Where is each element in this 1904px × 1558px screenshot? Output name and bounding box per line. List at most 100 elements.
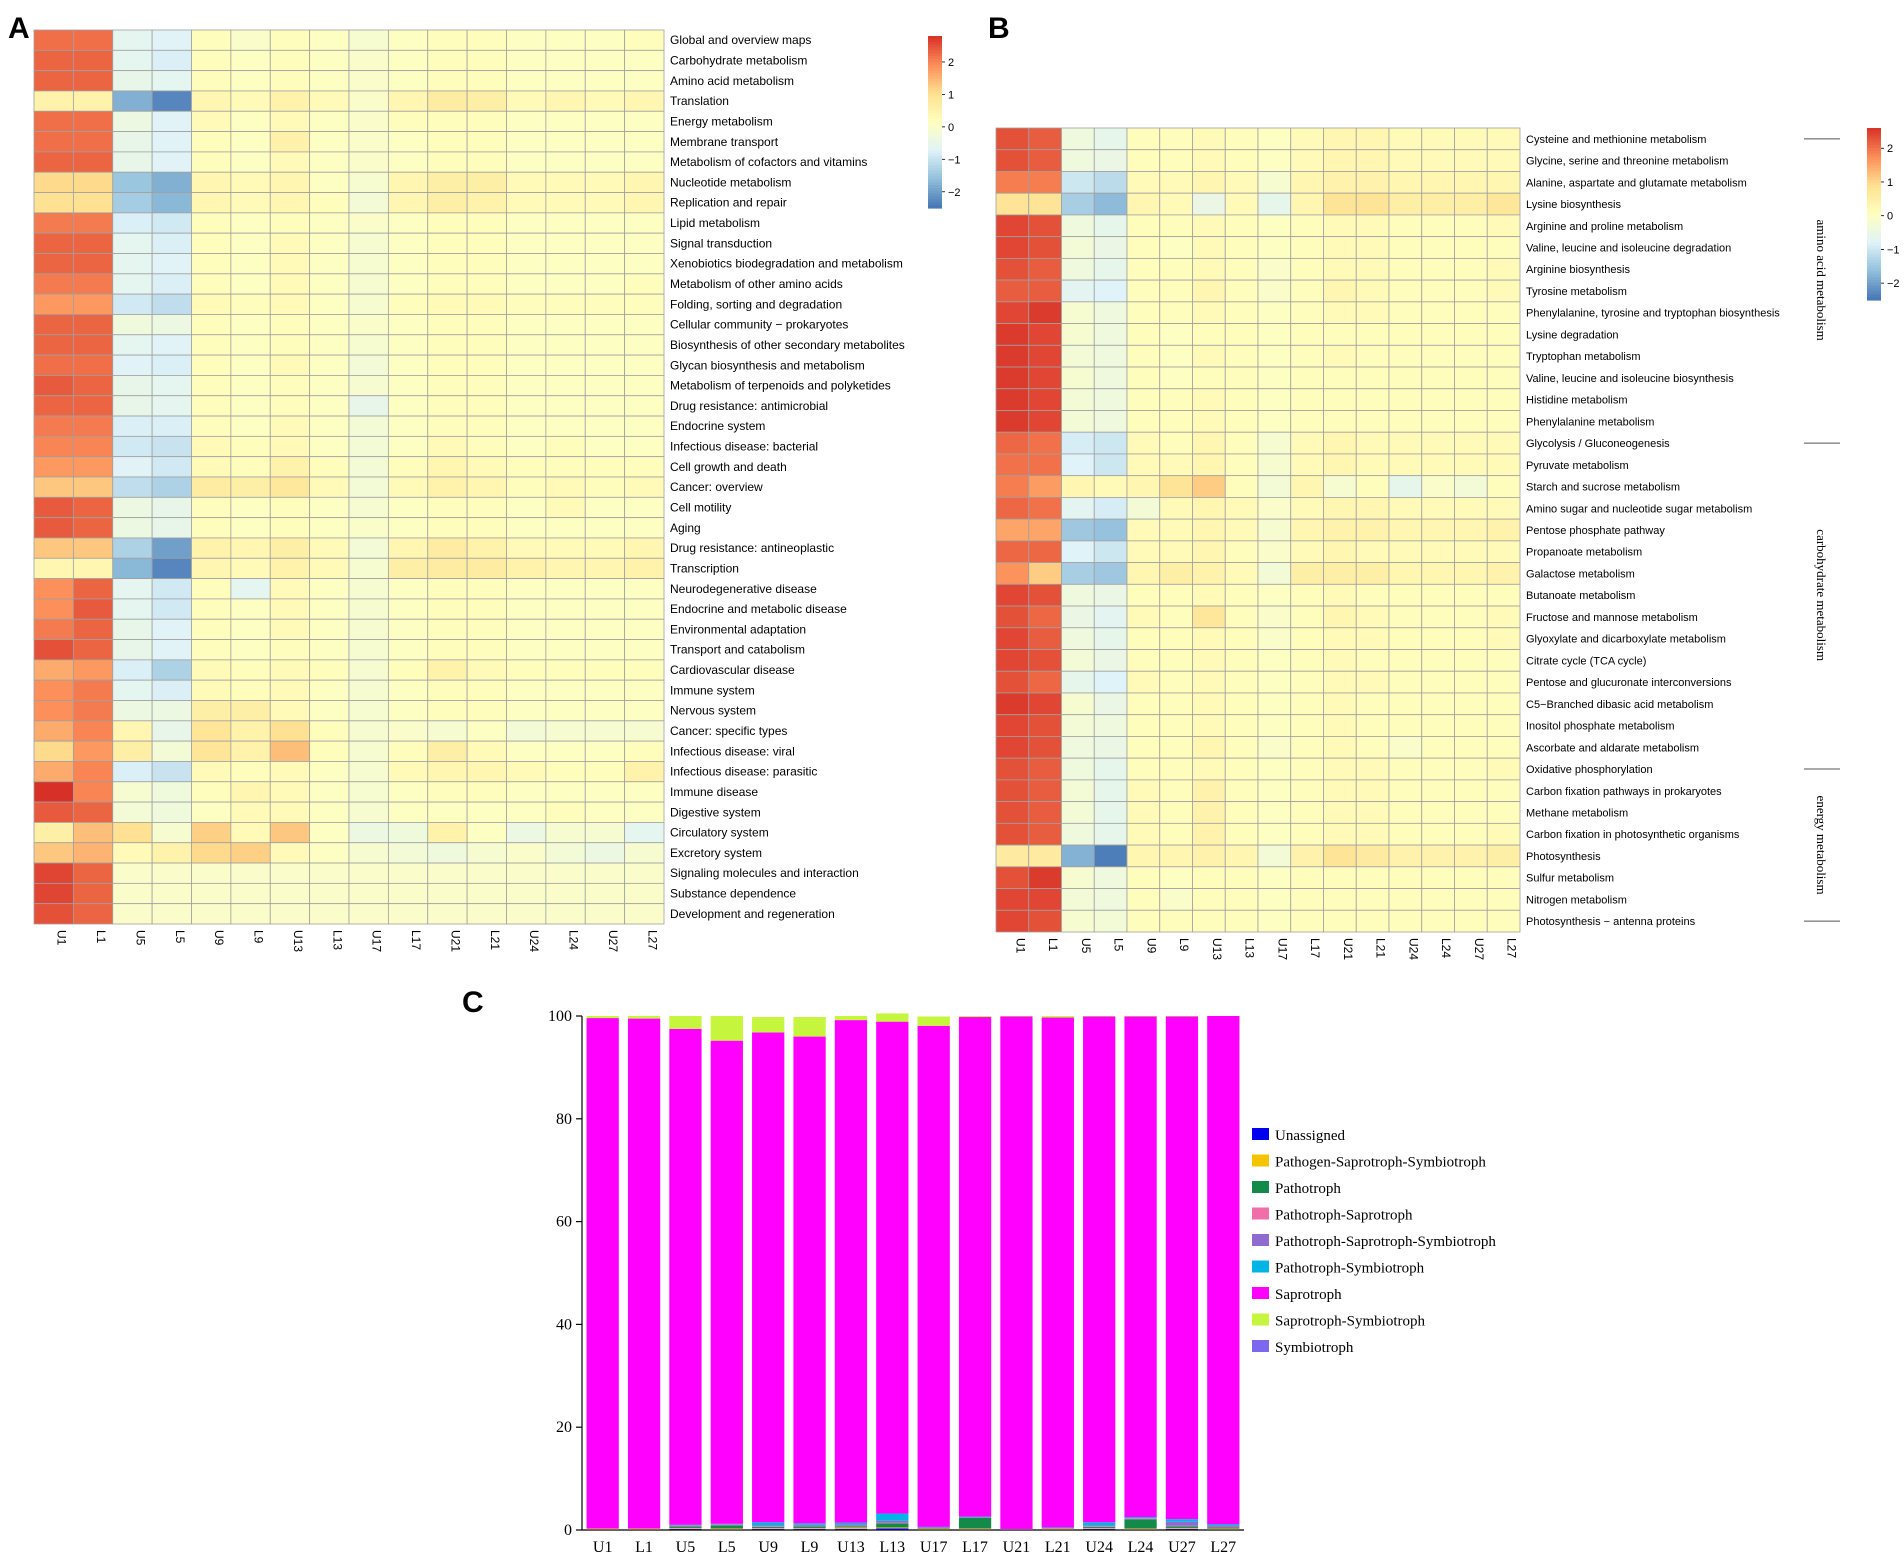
heatmap-a-cell (506, 781, 547, 803)
heatmap-a-colorbar-segment (928, 107, 942, 112)
heatmap-a-cell (151, 151, 192, 173)
heatmap-b-cell (1257, 822, 1292, 846)
heatmap-b-cell (1388, 388, 1423, 411)
heatmap-a-cell (584, 29, 626, 51)
heatmap-b-cell (1454, 844, 1488, 868)
heatmap-b-cell (1192, 692, 1226, 716)
heatmap-b-cell (1355, 518, 1390, 542)
heatmap-b-cell (1061, 518, 1095, 542)
heatmap-a-cell (230, 578, 271, 600)
heatmap-b-cell (1355, 714, 1390, 737)
heatmap-a-cell (309, 354, 350, 376)
heatmap-b-cell (1323, 279, 1357, 303)
heatmap-a-row-label: Signaling molecules and interaction (670, 866, 859, 880)
bar-segment (876, 1013, 909, 1022)
heatmap-b-cell (1355, 171, 1390, 194)
heatmap-b-colorbar-segment (1867, 274, 1881, 278)
heatmap-b-cell (1355, 236, 1390, 259)
bar-segment (669, 1526, 702, 1528)
heatmap-a-row-label: Excretory system (670, 846, 762, 860)
heatmap-a-row-label: Digestive system (670, 805, 761, 819)
heatmap-b-cell (1388, 257, 1423, 281)
heatmap-a-cell (466, 801, 507, 823)
heatmap-b-cell (1126, 518, 1161, 542)
heatmap-a-cell (506, 456, 547, 478)
heatmap-b-cell (1486, 475, 1521, 498)
heatmap-a-cell (466, 29, 507, 51)
heatmap-a-cell (309, 903, 350, 925)
heatmap-b-cell (1028, 453, 1062, 477)
heatmap-a-colorbar-segment (928, 196, 942, 200)
heatmap-a-cell (309, 618, 350, 640)
heatmap-b-cell (1454, 583, 1488, 607)
heatmap-b-cell (1224, 801, 1259, 824)
heatmap-a-cell (191, 29, 232, 51)
bar-segment (1041, 1527, 1074, 1528)
heatmap-a-cell (309, 496, 350, 519)
heatmap-a-cell (72, 415, 114, 437)
heatmap-a-cell (624, 232, 665, 254)
heatmap-b-row-label: Ascorbate and aldarate metabolism (1526, 742, 1699, 754)
heatmap-b-cell (1486, 366, 1521, 390)
heatmap-b-cell (1355, 649, 1390, 672)
bar-segment (752, 1017, 785, 1033)
heatmap-a-cell (624, 375, 665, 397)
heatmap-a-cell (269, 801, 311, 823)
heatmap-a-cell (387, 212, 429, 234)
heatmap-a-cell (584, 679, 626, 701)
bar-segment (710, 1523, 743, 1525)
heatmap-b-cell (1061, 257, 1095, 281)
heatmap-b-cell (1224, 888, 1259, 911)
heatmap-a-cell (427, 415, 468, 437)
heatmap-b-cell (1224, 822, 1259, 846)
heatmap-b-colorbar-segment (1867, 145, 1881, 149)
heatmap-a-colorbar-segment (928, 159, 942, 163)
heatmap-b-cell (1224, 866, 1259, 889)
heatmap-b-cell (1028, 888, 1062, 911)
heatmap-a-cell (33, 862, 74, 884)
heatmap-b-cell (1061, 583, 1095, 607)
heatmap-b-cell (1323, 757, 1357, 781)
bar-segment (793, 1526, 826, 1528)
heatmap-a-cell (387, 496, 429, 519)
heatmap-b-cell (1126, 257, 1161, 281)
heatmap-b-cells (995, 127, 1521, 933)
heatmap-a-cell (72, 131, 114, 153)
heatmap-b-cell (1028, 257, 1062, 281)
heatmap-a-cell (466, 659, 507, 681)
heatmap-a-cell (151, 110, 192, 132)
heatmap-b-cell (1126, 192, 1161, 216)
heatmap-a-cell (427, 740, 468, 762)
heatmap-a-cell (584, 131, 626, 153)
heatmap-a-cell (151, 903, 192, 925)
heatmap-b-cell (995, 627, 1030, 650)
y-axis-tick-label: 0 (564, 1522, 572, 1539)
heatmap-b-cell (1093, 497, 1128, 520)
heatmap-b-cell (1486, 627, 1521, 650)
heatmap-a-cell (545, 496, 586, 519)
heatmap-a-cell (545, 29, 586, 51)
heatmap-b-cell (1224, 214, 1259, 238)
heatmap-a-cell (309, 334, 350, 356)
heatmap-b-cell (1323, 649, 1357, 672)
heatmap-b-cell (1355, 757, 1390, 781)
heatmap-b-cell (1159, 714, 1193, 737)
heatmap-a-cell (72, 29, 114, 51)
heatmap-a-cell (624, 517, 665, 539)
heatmap-b-cell (1093, 518, 1128, 542)
heatmap-a-row-label: Transport and catabolism (670, 643, 805, 657)
heatmap-a-cell (112, 476, 153, 498)
heatmap-a-row-label: Neurodegenerative disease (670, 582, 817, 596)
heatmap-a-cell (151, 557, 192, 579)
heatmap-b-cell (1388, 736, 1423, 759)
panel-label-a: A (8, 12, 30, 45)
heatmap-b-cell (1257, 627, 1292, 650)
heatmap-a-cell (506, 49, 547, 72)
heatmap-b-cell (1224, 257, 1259, 281)
bar-segment (793, 1528, 826, 1530)
heatmap-b-cell (1454, 497, 1488, 520)
heatmap-b-cell (1159, 605, 1193, 629)
heatmap-a-cell (466, 131, 507, 153)
heatmap-b-column-label: L1 (1046, 938, 1060, 952)
heatmap-b-cell (1159, 279, 1193, 303)
